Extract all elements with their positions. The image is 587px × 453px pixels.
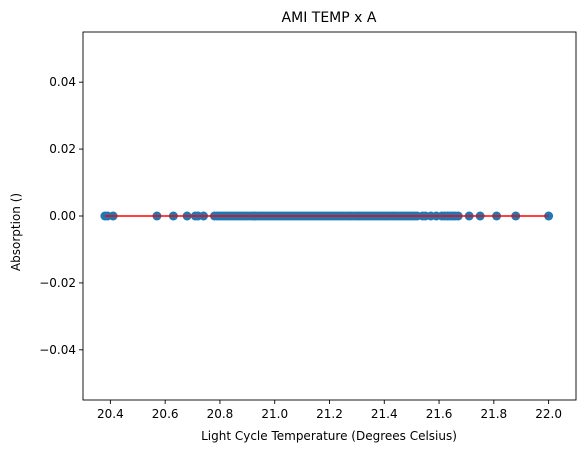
y-axis-ticks: −0.04 −0.02 0.00 0.02 0.04 — [39, 75, 83, 357]
plot-area — [82, 31, 577, 401]
x-axis-label: Light Cycle Temperature (Degrees Celsius… — [201, 429, 457, 443]
x-tick-label: 20.8 — [207, 407, 234, 421]
x-tick-label: 21.8 — [480, 407, 507, 421]
x-tick-label: 21.2 — [316, 407, 343, 421]
y-tick-label: −0.04 — [39, 343, 76, 357]
x-tick-label: 22.0 — [535, 407, 562, 421]
y-tick-label: 0.04 — [49, 75, 76, 89]
y-tick-label: 0.00 — [49, 209, 76, 223]
x-tick-label: 20.4 — [97, 407, 124, 421]
x-tick-label: 21.4 — [371, 407, 398, 421]
x-tick-label: 20.6 — [152, 407, 179, 421]
x-tick-label: 21.0 — [261, 407, 288, 421]
x-axis-ticks: 20.4 20.6 20.8 21.0 21.2 21.4 21.6 21.8 22.0 — [97, 400, 562, 421]
chart-title: AMI TEMP x A — [282, 10, 377, 26]
y-tick-label: −0.02 — [39, 276, 76, 290]
y-tick-label: 0.02 — [49, 142, 76, 156]
x-tick-label: 21.6 — [426, 407, 453, 421]
y-axis-label: Absorption () — [9, 193, 23, 271]
